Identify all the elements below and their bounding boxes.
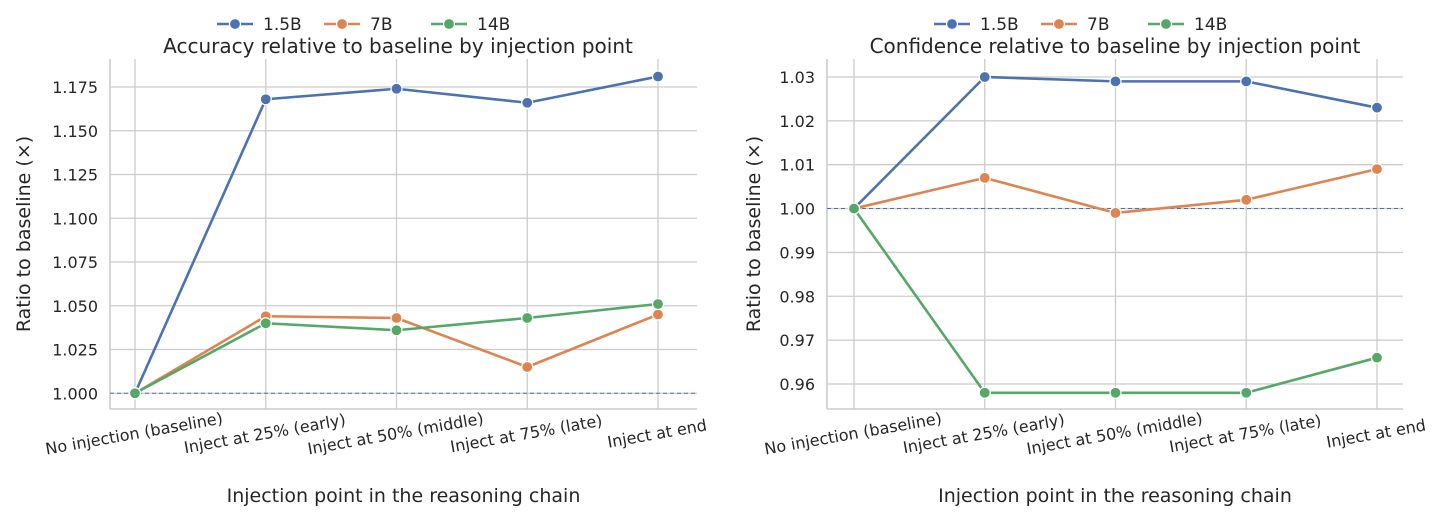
- data-point: [651, 308, 665, 321]
- data-point: [521, 360, 534, 374]
- data-point: [1240, 193, 1253, 206]
- y-tick-label: 0.97: [779, 331, 815, 350]
- data-point: [1109, 206, 1122, 220]
- legend-label: 7B: [370, 15, 392, 35]
- data-point: [1109, 75, 1122, 88]
- legend-label: 1.5B: [263, 15, 302, 35]
- data-point: [1370, 162, 1384, 176]
- legend-label: 14B: [1194, 15, 1227, 35]
- legend-marker: [228, 17, 242, 31]
- data-point: [978, 70, 991, 84]
- y-tick-label: 1.01: [779, 156, 815, 175]
- data-point: [521, 311, 534, 325]
- y-tick-label: 0.96: [779, 375, 815, 394]
- y-tick-label: 1.100: [52, 209, 98, 228]
- chart-title: Accuracy relative to baseline by injecti…: [163, 34, 633, 58]
- data-point: [1370, 101, 1384, 114]
- legend: 1.5B 7B 14B: [934, 15, 1227, 35]
- data-point: [978, 171, 991, 184]
- legend: 1.5B 7B 14B: [217, 15, 510, 35]
- data-point: [1370, 351, 1384, 364]
- y-tick-label: 1.025: [52, 341, 98, 360]
- chart-title: Confidence relative to baseline by injec…: [870, 34, 1361, 58]
- y-tick-label: 1.075: [52, 253, 98, 272]
- x-tick-label: Inject at end: [1325, 415, 1427, 451]
- x-axis-label: Injection point in the reasoning chain: [227, 485, 581, 507]
- data-point: [390, 82, 403, 95]
- legend-marker: [945, 17, 959, 31]
- legend-label: 14B: [477, 15, 510, 35]
- data-point: [390, 311, 403, 325]
- legend-marker: [335, 17, 349, 31]
- data-point: [1240, 386, 1253, 399]
- data-point: [978, 386, 991, 399]
- legend-marker: [1052, 17, 1066, 31]
- y-axis-label: Ratio to baseline (×): [743, 136, 765, 332]
- y-tick-label: 1.175: [52, 78, 98, 97]
- legend-label: 7B: [1087, 15, 1109, 35]
- legend-marker: [1159, 17, 1173, 31]
- chart-panel-1: 1.000 1.025 1.050 1.075 1.100 1.125 1.150 1.175…: [13, 15, 708, 507]
- y-axis-label: Ratio to baseline (×): [13, 136, 35, 332]
- data-point: [259, 93, 272, 106]
- data-point: [1109, 386, 1122, 399]
- y-tick-label: 0.99: [779, 243, 815, 262]
- legend-marker: [442, 17, 456, 31]
- y-tick-label: 1.000: [52, 384, 98, 403]
- data-point: [651, 70, 665, 83]
- y-tick-label: 1.050: [52, 297, 98, 316]
- y-tick-label: 1.150: [52, 122, 98, 141]
- data-point: [651, 297, 665, 311]
- y-tick-label: 1.03: [779, 68, 815, 87]
- data-point: [390, 324, 403, 337]
- legend-label: 1.5B: [980, 15, 1019, 35]
- data-point: [259, 317, 272, 330]
- data-point: [521, 96, 534, 109]
- x-tick-label: Inject at end: [606, 415, 708, 451]
- x-axis-label: Injection point in the reasoning chain: [938, 485, 1292, 507]
- data-point: [847, 202, 861, 215]
- data-point: [1240, 75, 1253, 88]
- y-tick-label: 1.02: [779, 112, 815, 131]
- data-point: [128, 387, 142, 400]
- y-tick-label: 1.00: [779, 200, 815, 219]
- y-tick-label: 0.98: [779, 287, 815, 306]
- y-tick-label: 1.125: [52, 166, 98, 185]
